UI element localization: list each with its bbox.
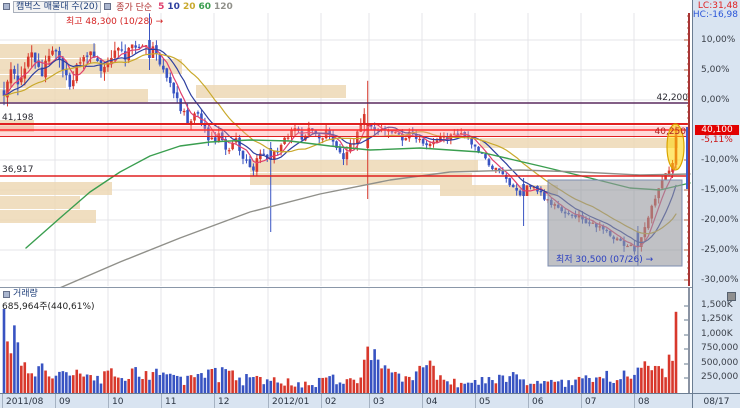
- date-tick-mark: [108, 394, 109, 408]
- chart-legend: 캠벅스 매물대 수(20) 종가 단순 5 10 20 60 120: [3, 0, 233, 13]
- volume-axis-spine: [688, 288, 690, 393]
- ma-period-60[interactable]: 60: [198, 1, 212, 12]
- date-label: 08: [638, 397, 650, 407]
- date-tick-mark: [528, 394, 529, 408]
- date-tick-mark: [161, 394, 162, 408]
- date-label: 07: [585, 397, 597, 407]
- ma-period-list: 5 10 20 60 120: [155, 2, 233, 12]
- indicator-bullet-icon: [3, 3, 10, 10]
- volume-header: 거래량: [3, 289, 38, 299]
- price-axis-label: -25,00%: [701, 245, 739, 255]
- volume-axis-label: 1,000K: [701, 329, 733, 339]
- date-axis[interactable]: 2011/08 09 10 11 12 2012/01 02 03 04 05 06 07 08 08/…: [0, 393, 740, 408]
- ma-bullet-icon: [104, 3, 112, 10]
- lc-readout: LC:31,48: [697, 1, 738, 11]
- period-high-annotation: 최고 48,300 (10/28) →: [66, 17, 164, 27]
- date-tick-mark: [268, 394, 269, 408]
- panel-settings-icon[interactable]: [727, 292, 736, 301]
- volume-title[interactable]: 거래량: [13, 289, 38, 299]
- price-chart-panel[interactable]: 캠벅스 매물대 수(20) 종가 단순 5 10 20 60 120 최고 48,300…: [0, 0, 692, 287]
- date-label: 06: [532, 397, 544, 407]
- date-tick-mark: [55, 394, 56, 408]
- price-axis-label: 10,00%: [701, 35, 736, 45]
- level-price-label: 41,198: [2, 113, 34, 123]
- ma-period-10[interactable]: 10: [167, 1, 180, 12]
- ma-period-120[interactable]: 120: [214, 1, 233, 12]
- volume-axis-label: 1,250K: [701, 314, 733, 324]
- date-tick-mark: [634, 394, 635, 408]
- price-range-marker: [686, 127, 688, 189]
- date-label: 10: [112, 397, 124, 407]
- date-tick-mark: [422, 394, 423, 408]
- date-label: 11: [165, 397, 177, 407]
- indicator-label[interactable]: 캠벅스 매물대 수(20): [13, 0, 102, 13]
- date-tick-mark: [2, 394, 3, 408]
- date-label: 05: [479, 397, 491, 407]
- price-axis-label: -15,00%: [701, 185, 739, 195]
- date-label: 2011/08: [6, 397, 44, 407]
- level-price-label: 36,917: [2, 165, 34, 175]
- price-axis-label: -20,00%: [701, 215, 739, 225]
- price-axis-label: -30,00%: [701, 275, 739, 285]
- date-tick-mark: [214, 394, 215, 408]
- date-label: 2012/01: [272, 397, 310, 407]
- ma-period-5[interactable]: 5: [158, 1, 165, 12]
- date-tick-mark: [369, 394, 370, 408]
- last-date-label: 08/17: [692, 394, 740, 408]
- current-change-badge: -5,11%: [701, 135, 733, 145]
- date-tick-mark: [581, 394, 582, 408]
- date-label: 04: [426, 397, 438, 407]
- price-axis-label: 5,00%: [701, 65, 730, 75]
- price-axis-spine: [688, 13, 690, 286]
- volume-value: 685,964주(440,61%): [2, 302, 95, 312]
- volume-bullet-icon: [3, 290, 10, 298]
- date-tick-mark: [321, 394, 322, 408]
- volume-axis-label: 250,000: [701, 372, 739, 382]
- marked-price-label: 40,250: [654, 127, 687, 137]
- date-label: 03: [373, 397, 385, 407]
- volume-chart-panel[interactable]: [0, 287, 692, 393]
- current-price-badge: 40,100: [695, 125, 739, 135]
- date-label: 09: [59, 397, 71, 407]
- date-label: 12: [218, 397, 230, 407]
- date-label: 02: [325, 397, 337, 407]
- right-axis-column: LC:31,48 HC:-16,98 10,00% 5,00% 0,00% -10,0…: [692, 0, 740, 393]
- ma-legend-label[interactable]: 종가 단순: [116, 3, 153, 13]
- base-price-label: 42,200: [656, 93, 689, 103]
- volume-axis-label: 500,000: [701, 358, 739, 368]
- volume-axis-label: 1,500K: [701, 300, 733, 310]
- price-axis-label: 0,00%: [701, 95, 730, 105]
- price-axis-label: -10,00%: [701, 155, 739, 165]
- period-low-annotation: 최저 30,500 (07/26) →: [556, 255, 654, 265]
- volume-axis-label: 750,000: [701, 343, 739, 353]
- price-chart-canvas[interactable]: [0, 0, 692, 287]
- hc-readout: HC:-16,98: [692, 10, 738, 20]
- volume-chart-canvas[interactable]: [0, 288, 692, 393]
- date-tick-mark: [475, 394, 476, 408]
- ma-period-20[interactable]: 20: [182, 1, 196, 12]
